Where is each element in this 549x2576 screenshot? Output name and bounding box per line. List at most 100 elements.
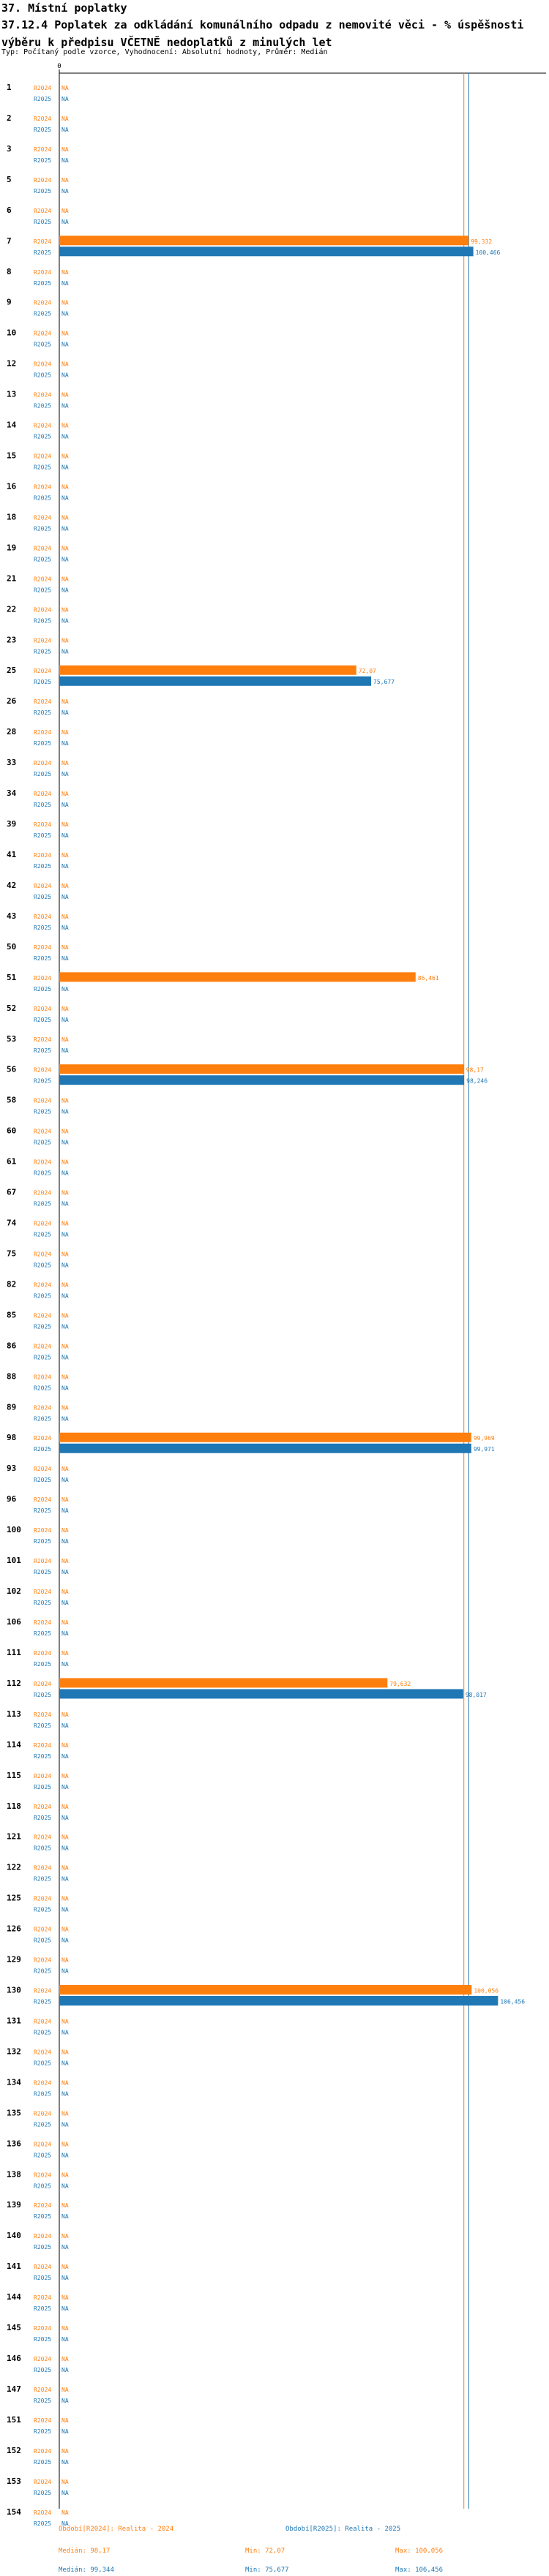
category-label: 93 — [7, 1464, 16, 1473]
series-label: R2025 — [34, 2428, 51, 2435]
na-label: NA — [61, 832, 69, 839]
category-label: 130 — [7, 1986, 21, 1995]
series-label: R2024 — [34, 483, 51, 490]
na-label: NA — [61, 1589, 69, 1595]
series-label: R2025 — [34, 434, 51, 440]
chart-note: Typ: Počítaný podle vzorce, Vyhodnocení:… — [1, 48, 328, 56]
category-label: 34 — [7, 788, 17, 798]
na-label: NA — [61, 2417, 69, 2424]
category-label: 113 — [7, 1709, 21, 1719]
series-label: R2025 — [34, 494, 51, 501]
series-label: R2024 — [34, 85, 51, 91]
series-label: R2025 — [34, 2520, 51, 2527]
series-label: R2025 — [34, 2275, 51, 2281]
category-label: 39 — [7, 819, 16, 829]
na-label: NA — [61, 146, 69, 153]
na-label: NA — [61, 2213, 69, 2220]
category-label: 121 — [7, 1832, 21, 1842]
na-label: NA — [61, 2520, 69, 2527]
series-label: R2024 — [34, 1343, 51, 1349]
na-label: NA — [61, 740, 69, 747]
series-label: R2024 — [34, 1312, 51, 1319]
category-label: 7 — [7, 236, 12, 246]
series-label: R2024 — [34, 1251, 51, 1257]
na-label: NA — [61, 208, 69, 214]
na-label: NA — [61, 361, 69, 368]
na-label: NA — [61, 2325, 69, 2332]
series-label: R2024 — [34, 2294, 51, 2301]
series-label: R2024 — [34, 883, 51, 889]
na-label: NA — [61, 2275, 69, 2281]
category-label: 141 — [7, 2261, 21, 2271]
series-label: R2025 — [34, 771, 51, 777]
category-label: 42 — [7, 881, 16, 890]
series-label: R2025 — [34, 1323, 51, 1330]
series-label: R2025 — [34, 1569, 51, 1575]
series-label: R2025 — [34, 1507, 51, 1514]
series-label: R2024 — [34, 2018, 51, 2025]
na-label: NA — [61, 2459, 69, 2466]
series-label: R2024 — [34, 914, 51, 920]
series-label: R2025 — [34, 403, 51, 410]
na-label: NA — [61, 709, 69, 716]
na-label: NA — [61, 1784, 69, 1790]
category-label: 25 — [7, 666, 16, 675]
category-label: 21 — [7, 573, 17, 583]
category-label: 52 — [7, 1003, 16, 1013]
series-label: R2024 — [34, 2172, 51, 2178]
series-label: R2024 — [34, 1159, 51, 1166]
series-label: R2025 — [34, 2398, 51, 2404]
na-label: NA — [61, 637, 69, 644]
series-label: R2025 — [34, 1477, 51, 1483]
series-label: R2025 — [34, 2490, 51, 2496]
series-label: R2025 — [34, 2029, 51, 2035]
bar — [59, 1064, 464, 1074]
na-label: NA — [61, 434, 69, 440]
series-label: R2024 — [34, 331, 51, 337]
na-label: NA — [61, 2294, 69, 2301]
bar — [59, 1678, 388, 1688]
category-label: 132 — [7, 2046, 21, 2056]
na-label: NA — [61, 1804, 69, 1810]
category-label: 152 — [7, 2446, 21, 2455]
series-label: R2024 — [34, 146, 51, 153]
bar — [59, 1689, 463, 1699]
series-label: R2025 — [34, 1047, 51, 1054]
value-label: 99,332 — [471, 238, 492, 245]
na-label: NA — [61, 403, 69, 410]
na-label: NA — [61, 280, 69, 287]
na-label: NA — [61, 1661, 69, 1668]
na-label: NA — [61, 127, 69, 133]
series-label: R2024 — [34, 1404, 51, 1411]
category-label: 13 — [7, 390, 16, 399]
na-label: NA — [61, 188, 69, 195]
na-label: NA — [61, 1098, 69, 1104]
series-label: R2024 — [34, 2448, 51, 2455]
series-label: R2024 — [34, 1681, 51, 1687]
na-label: NA — [61, 2172, 69, 2178]
category-label: 1 — [7, 83, 12, 92]
series-label: R2024 — [34, 177, 51, 184]
category-label: 26 — [7, 696, 17, 706]
series-label: R2025 — [34, 2121, 51, 2128]
category-label: 88 — [7, 1371, 16, 1381]
series-label: R2024 — [34, 2202, 51, 2209]
na-label: NA — [61, 1170, 69, 1177]
series-label: R2025 — [34, 464, 51, 471]
na-label: NA — [61, 1017, 69, 1023]
value-label: 99,971 — [474, 1446, 495, 1453]
series-label: R2025 — [34, 1692, 51, 1698]
series-label: R2025 — [34, 709, 51, 716]
na-label: NA — [61, 863, 69, 870]
category-label: 102 — [7, 1586, 21, 1596]
na-label: NA — [61, 1896, 69, 1902]
x-tick-label: 0 — [57, 63, 61, 70]
series-label: R2025 — [34, 2367, 51, 2373]
series-label: R2024 — [34, 269, 51, 276]
category-label: 134 — [7, 2077, 21, 2087]
na-label: NA — [61, 2060, 69, 2066]
series-label: R2025 — [34, 648, 51, 655]
na-label: NA — [61, 914, 69, 920]
na-label: NA — [61, 392, 69, 399]
na-label: NA — [61, 2387, 69, 2393]
